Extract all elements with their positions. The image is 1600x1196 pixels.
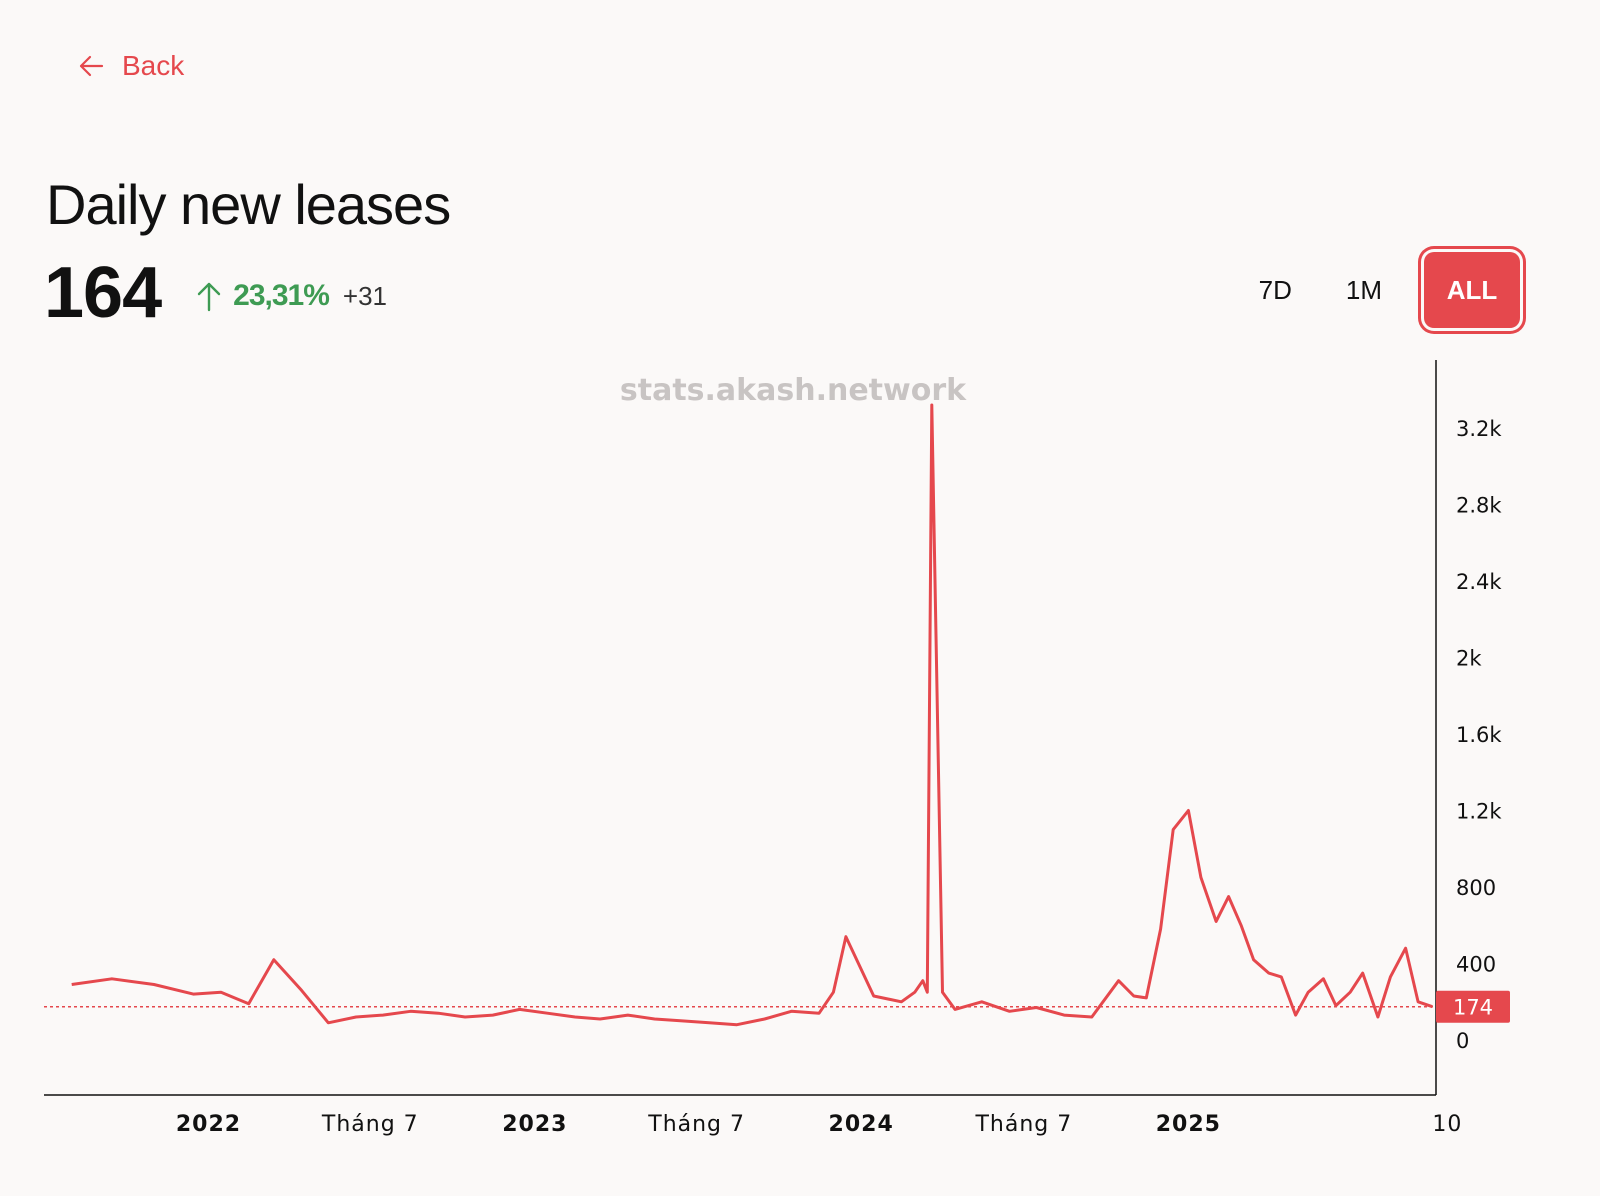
back-label: Back	[122, 50, 185, 81]
current-value-label: 174	[1453, 996, 1493, 1020]
arrow-up-icon	[197, 282, 221, 312]
change-absolute: +31	[342, 280, 387, 311]
range-all-button[interactable]: ALL	[1424, 252, 1520, 328]
y-tick-label: 0	[1456, 1029, 1469, 1053]
series-line	[71, 403, 1433, 1027]
x-tick-label: 2023	[502, 1112, 567, 1137]
x-tick-label: 2022	[176, 1112, 241, 1137]
arrow-left-icon	[79, 55, 104, 77]
y-tick-label: 3.2k	[1456, 417, 1502, 441]
range-selector: 7D 1M ALL	[1237, 252, 1520, 328]
y-tick-label: 1.6k	[1456, 723, 1502, 747]
change-percent: 23,31%	[233, 279, 330, 312]
range-7d-button[interactable]: 7D	[1258, 275, 1292, 305]
y-tick-label: 400	[1456, 953, 1496, 977]
x-tick-label: 2024	[829, 1112, 894, 1137]
x-tick-label: 2025	[1156, 1112, 1221, 1137]
page-title: Daily new leases	[46, 173, 451, 236]
y-tick-label: 800	[1456, 876, 1496, 900]
x-tick-label: Tháng 7	[321, 1112, 419, 1137]
x-tick-label: Tháng 7	[974, 1112, 1072, 1137]
leases-chart: stats.akash.network 3.2k 2.8k 2.4k 2k 1.6k 1.…	[0, 350, 1600, 1150]
stats-summary: 164 23,31% +31	[44, 252, 387, 334]
x-tick-label: Tháng 7	[647, 1112, 745, 1137]
y-tick-label: 1.2k	[1456, 800, 1502, 824]
y-tick-label: 2k	[1456, 647, 1482, 671]
y-tick-label: 2.8k	[1456, 494, 1502, 518]
y-tick-label: 2.4k	[1456, 570, 1502, 594]
x-tick-label: 10	[1432, 1112, 1462, 1137]
current-value: 164	[44, 253, 162, 333]
chart-svg: stats.akash.network 3.2k 2.8k 2.4k 2k 1.6k 1.…	[44, 360, 1510, 1137]
change-indicator: 23,31% +31	[193, 279, 387, 313]
range-1m-button[interactable]: 1M	[1345, 275, 1382, 305]
current-value-badge	[1436, 990, 1510, 1023]
chart-watermark: stats.akash.network	[620, 373, 967, 408]
back-link[interactable]: Back	[76, 50, 184, 82]
